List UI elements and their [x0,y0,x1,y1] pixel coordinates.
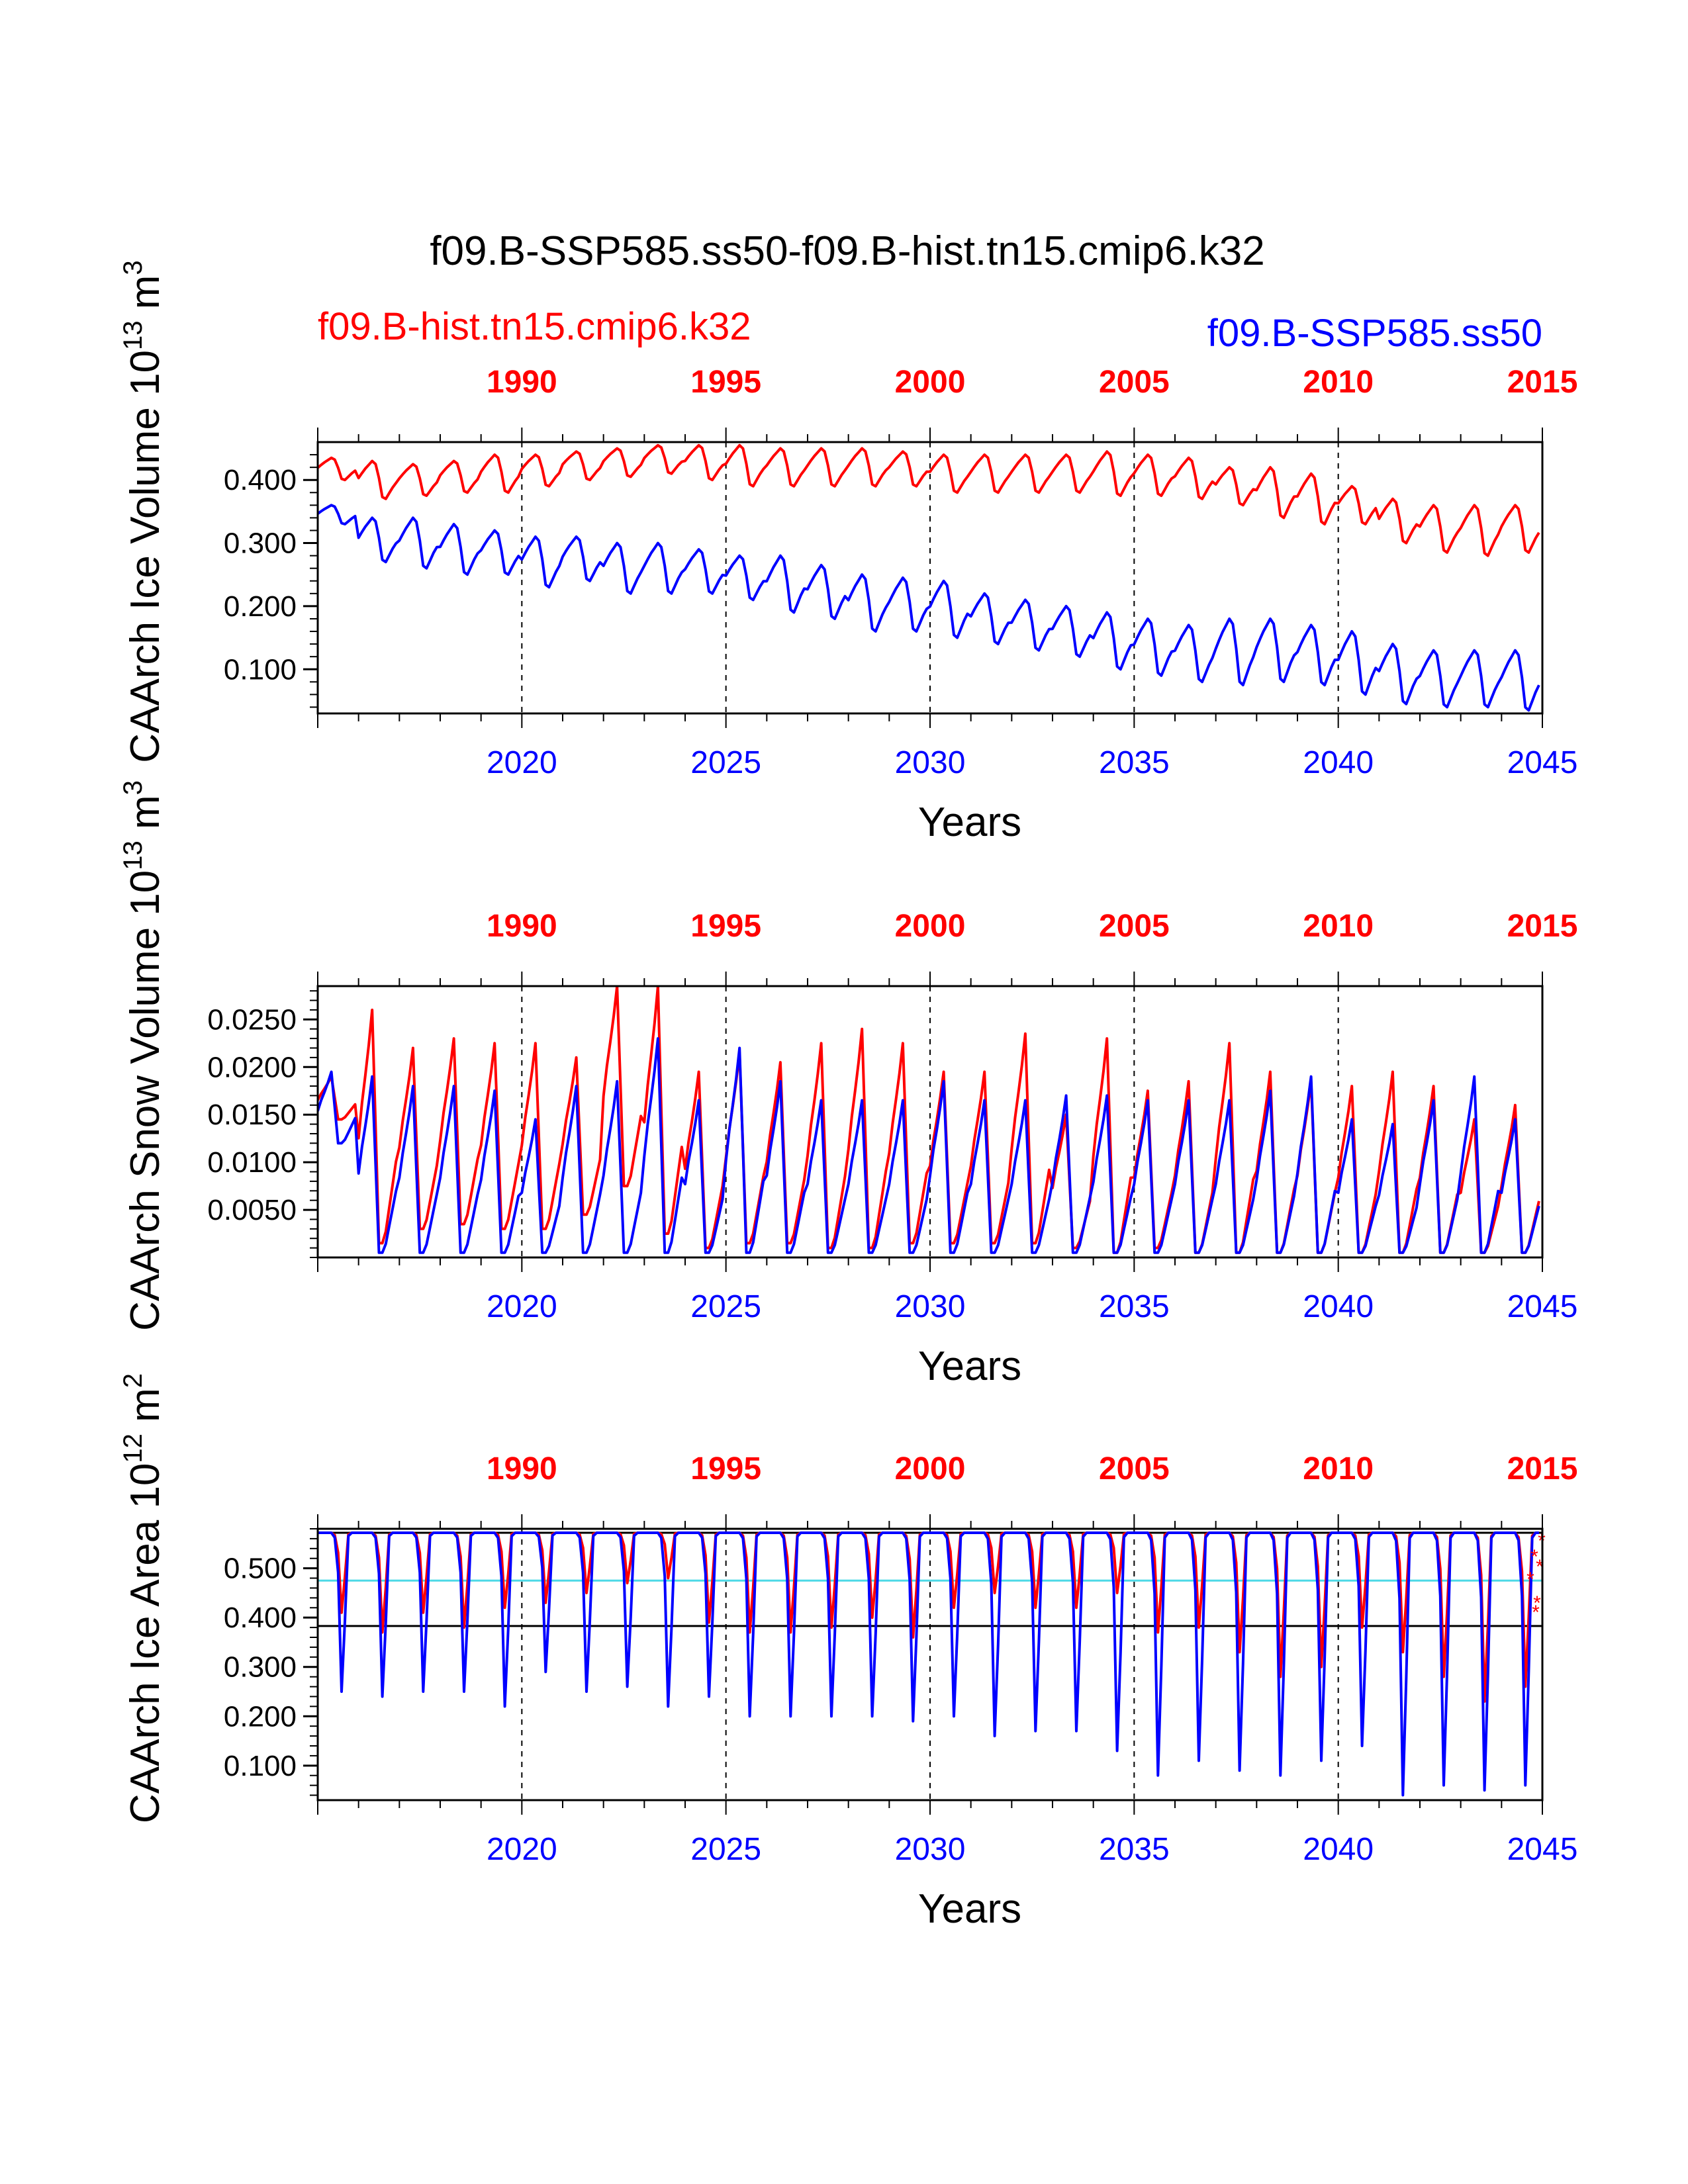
series-group [318,1531,1539,1797]
y-axis-title: CAArch Ice Area 1012 m2 [118,1373,168,1823]
x-top-tick-label: 1995 [690,1451,761,1486]
y-title-unit: m [122,795,168,841]
x-top-tick-label: 2005 [1099,1451,1170,1486]
x-bottom-tick-label: 2035 [1099,1289,1170,1324]
y-tick-label: 0.200 [224,590,297,623]
panel-1: 0.100 0.200 0.300 0.400 2020 2025 2030 2035 2040… [118,260,1577,845]
y-tick-label: 0.300 [224,527,297,560]
x-bottom-tick-label: 2040 [1303,1289,1374,1324]
y-title-exp: 13 [118,320,148,350]
y-tick-label: 0.200 [224,1700,297,1733]
x-bottom-tick-label: 2030 [895,1832,966,1867]
x-bottom-tick-label: 2020 [487,1832,557,1867]
x-bottom-tick-label: 2020 [487,745,557,780]
x-axis-title: Years [918,799,1021,845]
x-bottom-tick-label: 2025 [690,1289,761,1324]
x-bottom-tick-label: 2040 [1303,1832,1374,1867]
x-top-tick-label: 2005 [1099,365,1170,400]
x-bottom-tick-label: 2025 [690,745,761,780]
x-top-tick-label: 2005 [1099,909,1170,944]
y-title-unit: m [122,1388,168,1433]
y-tick-label: 0.300 [224,1651,297,1684]
x-top-tick-label: 2000 [895,1451,966,1486]
marker-star: * [1532,1602,1540,1623]
y-tick-label: 0.500 [224,1553,297,1585]
x-top-tick-label: 2000 [895,365,966,400]
x-top-tick-label: 1990 [487,365,557,400]
x-bottom-tick-label: 2040 [1303,745,1374,780]
y-tick-label: 0.400 [224,464,297,496]
x-bottom-tick-label: 2030 [895,745,966,780]
panel-2: 0.0050 0.0100 0.0150 0.0200 0.0250 2020 2025 20… [118,780,1577,1389]
y-title-main: CAArch Snow Volume 10 [122,870,168,1331]
x-top-tick-label: 2010 [1303,365,1374,400]
y-tick-label: 0.0250 [207,1003,297,1036]
series-ssp-line [318,1037,1540,1254]
x-top-tick-label: 1995 [690,365,761,400]
x-bottom-tick-label: 2020 [487,1289,557,1324]
x-top-tick-label: 1995 [690,909,761,944]
main-title: f09.B-SSP585.ss50-f09.B-hist.tn15.cmip6.… [430,228,1264,274]
y-title-unit-exp: 2 [118,1373,148,1388]
y-title-exp: 12 [118,1433,148,1463]
y-tick-label: 0.0100 [207,1146,297,1179]
y-title-unit-exp: 3 [118,260,148,275]
x-bottom-tick-label: 2025 [690,1832,761,1867]
x-axis-title: Years [918,1343,1021,1389]
x-top-tick-label: 2000 [895,909,966,944]
marker-star: * [1530,1546,1538,1568]
y-title-exp: 13 [118,841,148,870]
y-tick-label: 0.0150 [207,1099,297,1131]
x-top-tick-label: 2015 [1507,1451,1578,1486]
y-axis-title: CAArch Snow Volume 1013 m3 [118,780,168,1331]
y-tick-label: 0.100 [224,653,297,686]
x-axis-title: Years [918,1886,1021,1932]
y-tick-label: 0.0050 [207,1194,297,1226]
y-tick-label: 0.0200 [207,1051,297,1083]
legend-ssp: f09.B-SSP585.ss50 [1207,312,1542,355]
x-top-tick-label: 2010 [1303,1451,1374,1486]
y-title-main: CAArch Ice Volume 10 [122,350,168,763]
series-ssp-line [318,504,1540,712]
x-bottom-tick-label: 2045 [1507,1289,1578,1324]
x-top-tick-label: 2015 [1507,909,1578,944]
x-top-tick-label: 2015 [1507,365,1578,400]
panels: 0.100 0.200 0.300 0.400 2020 2025 2030 2035 2040… [118,260,1577,1932]
y-tick-label: 0.400 [224,1602,297,1634]
y-axis-title: CAArch Ice Volume 1013 m3 [118,260,168,762]
series-group [318,443,1540,712]
plot-frame [316,441,1544,715]
x-bottom-tick-label: 2045 [1507,745,1578,780]
y-title-unit-exp: 3 [118,780,148,795]
series-group [318,986,1540,1254]
x-bottom-tick-label: 2035 [1099,745,1170,780]
x-top-tick-label: 1990 [487,909,557,944]
x-top-tick-label: 2010 [1303,909,1374,944]
x-bottom-tick-label: 2045 [1507,1832,1578,1867]
x-top-tick-label: 1990 [487,1451,557,1486]
legend-hist: f09.B-hist.tn15.cmip6.k32 [318,305,751,348]
marker-star: * [1533,1592,1541,1614]
series-hist-line [318,443,1540,557]
series-ssp-line [318,1531,1539,1797]
x-bottom-tick-label: 2035 [1099,1832,1170,1867]
marker-star: * [1526,1569,1534,1590]
y-title-main: CAArch Ice Area 10 [122,1463,168,1824]
x-bottom-tick-label: 2030 [895,1289,966,1324]
y-tick-label: 0.100 [224,1750,297,1782]
y-title-unit: m [122,275,168,321]
